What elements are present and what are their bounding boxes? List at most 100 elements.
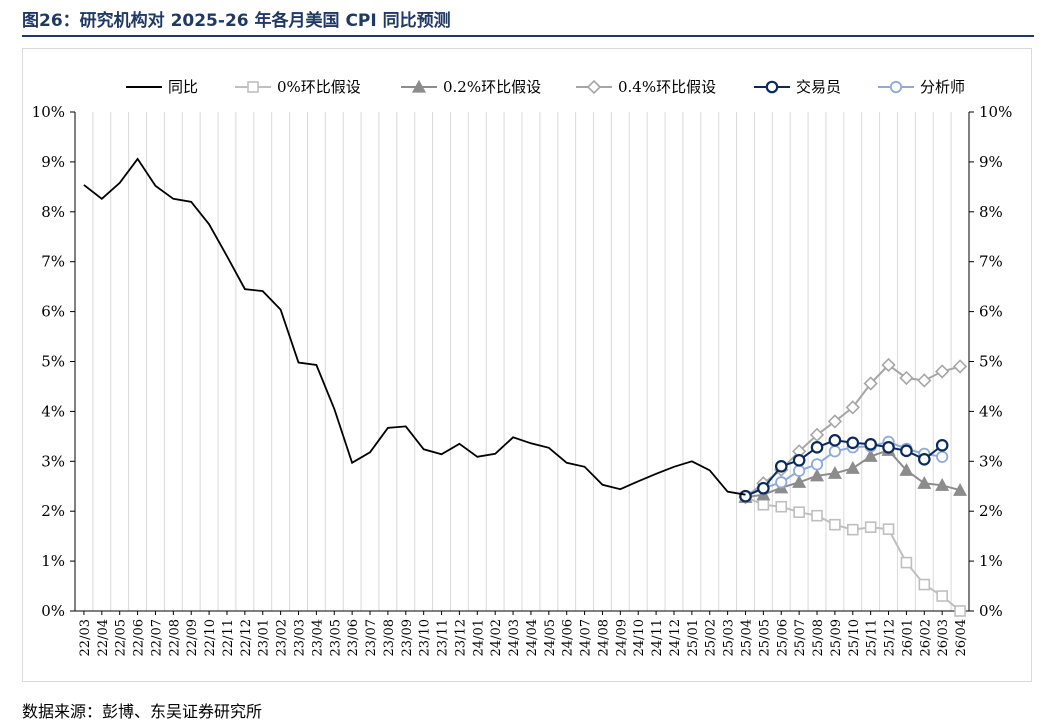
y-tick-label-left: 5% xyxy=(41,353,65,371)
series-point4 xyxy=(738,357,968,505)
chart-frame: 0% 0% 1% 1% 2% 2% 3% 3% 4% 4% 5% 5% 6% 6% 7% 7% 8% 8% 9% 9%… xyxy=(22,48,1032,682)
data-point-point2 xyxy=(792,475,807,488)
y-tick-label-left: 8% xyxy=(41,203,65,221)
legend: 同比 0%环比假设 0.2%环比假设 0.4%环比假设 交易员 分析师 xyxy=(126,78,965,96)
data-point-zero xyxy=(900,556,913,569)
data-point-trader xyxy=(828,434,842,447)
legend-marker-zero xyxy=(247,81,259,93)
data-point-zero xyxy=(811,509,823,522)
data-point-analyst xyxy=(793,464,806,477)
series-line-zero xyxy=(745,496,961,612)
legend-marker-analyst xyxy=(889,80,903,94)
legend-label-trader: 交易员 xyxy=(796,78,841,96)
x-tick-label: 22/12 xyxy=(239,619,254,656)
x-tick-label: 25/12 xyxy=(883,619,898,656)
data-point-zero xyxy=(936,590,948,602)
data-point-trader xyxy=(810,441,824,454)
y-tick-label-right: 6% xyxy=(979,303,1003,321)
data-point-trader xyxy=(739,489,752,503)
data-point-zero xyxy=(954,605,966,617)
data-point-point4 xyxy=(845,400,860,415)
x-tick-label: 23/03 xyxy=(293,619,308,656)
x-tick-label: 25/06 xyxy=(775,619,790,656)
y-tick-label-left: 3% xyxy=(41,452,65,470)
data-point-zero xyxy=(864,521,877,533)
grid-layer xyxy=(74,112,970,611)
data-point-trader xyxy=(900,444,913,458)
x-tick-label: 22/10 xyxy=(203,619,218,656)
data-point-trader xyxy=(864,438,877,451)
x-tick-label: 25/10 xyxy=(847,619,862,656)
legend-item-trader: 交易员 xyxy=(754,78,841,96)
source-note: 数据来源：彭博、东吴证券研究所 xyxy=(22,702,263,721)
data-point-point4 xyxy=(863,376,878,391)
legend-item-analyst: 分析师 xyxy=(878,78,965,96)
x-tick-label: 25/03 xyxy=(722,619,737,656)
x-tick-label: 23/06 xyxy=(346,619,361,656)
data-point-zero xyxy=(757,498,770,511)
x-tick-label: 23/02 xyxy=(275,619,290,656)
x-tick-label: 26/02 xyxy=(918,619,933,656)
data-point-zero xyxy=(775,500,788,513)
x-tick-label: 26/03 xyxy=(936,619,951,656)
x-tick-label: 23/07 xyxy=(364,619,379,656)
legend-marker-point2 xyxy=(411,79,427,93)
data-point-point2 xyxy=(810,468,825,482)
x-tick-label: 22/05 xyxy=(114,619,129,656)
data-point-point2 xyxy=(827,466,842,479)
x-tick-label: 23/10 xyxy=(418,619,433,656)
legend-marker-trader xyxy=(765,80,779,94)
data-point-zero xyxy=(882,523,895,535)
series-actual xyxy=(83,157,746,496)
data-point-zero xyxy=(829,518,841,531)
series-line-actual xyxy=(83,157,746,496)
y-tick-label-right: 9% xyxy=(979,153,1003,171)
legend-item-actual: 同比 xyxy=(126,78,198,96)
x-tick-label: 24/02 xyxy=(489,619,504,656)
figure-title: 图26：研究机构对 2025-26 年各月美国 CPI 同比预测 xyxy=(22,11,451,31)
x-tick-label: 22/04 xyxy=(96,619,111,656)
data-point-point4 xyxy=(881,357,896,373)
x-tick-label: 24/04 xyxy=(525,619,540,656)
data-point-analyst xyxy=(828,445,842,458)
y-tick-label-left: 7% xyxy=(41,253,65,271)
x-tick-label: 24/03 xyxy=(507,619,522,656)
y-tick-label-right: 4% xyxy=(979,402,1003,420)
y-tick-label-left: 0% xyxy=(41,602,65,620)
data-point-point4 xyxy=(899,370,914,386)
x-tick-label: 25/07 xyxy=(793,619,808,656)
x-tick-label: 23/04 xyxy=(310,619,325,656)
legend-item-zero: 0%环比假设 xyxy=(235,78,361,96)
y-tick-label-right: 5% xyxy=(979,353,1003,371)
data-point-point2 xyxy=(845,461,860,474)
y-tick-label-right: 1% xyxy=(979,552,1003,570)
series-trader xyxy=(739,434,949,503)
x-tick-label: 23/09 xyxy=(400,619,415,656)
data-point-zero xyxy=(918,578,931,591)
data-point-point4 xyxy=(952,359,968,374)
data-point-trader xyxy=(882,441,895,454)
series-zero xyxy=(739,491,966,617)
data-point-analyst xyxy=(936,450,949,463)
x-tick-label: 23/11 xyxy=(436,619,451,656)
x-tick-label: 22/06 xyxy=(132,619,147,656)
y-tick-label-right: 0% xyxy=(979,602,1003,620)
legend-label-point2: 0.2%环比假设 xyxy=(443,78,541,96)
data-point-trader xyxy=(757,481,770,495)
legend-label-zero: 0%环比假设 xyxy=(277,78,361,96)
x-tick-label: 25/01 xyxy=(686,619,701,656)
y-tick-label-right: 10% xyxy=(979,103,1012,121)
legend-label-point4: 0.4%环比假设 xyxy=(618,78,716,96)
data-point-trader xyxy=(917,453,931,466)
data-point-point4 xyxy=(935,364,950,379)
data-point-point2 xyxy=(917,476,932,489)
x-tick-label: 25/09 xyxy=(829,619,844,656)
x-tick-label: 24/08 xyxy=(596,619,611,656)
x-tick-label: 23/12 xyxy=(453,619,468,656)
x-tick-label: 24/07 xyxy=(579,619,594,656)
x-tick-label: 25/04 xyxy=(740,619,755,656)
x-tick-label: 23/08 xyxy=(382,619,397,656)
cpi-forecast-chart: 0% 0% 1% 1% 2% 2% 3% 3% 4% 4% 5% 5% 6% 6% 7% 7% 8% 8% 9% 9%… xyxy=(32,78,1013,656)
y-tick-label-left: 9% xyxy=(41,153,65,171)
y-tick-label-left: 4% xyxy=(41,402,65,420)
